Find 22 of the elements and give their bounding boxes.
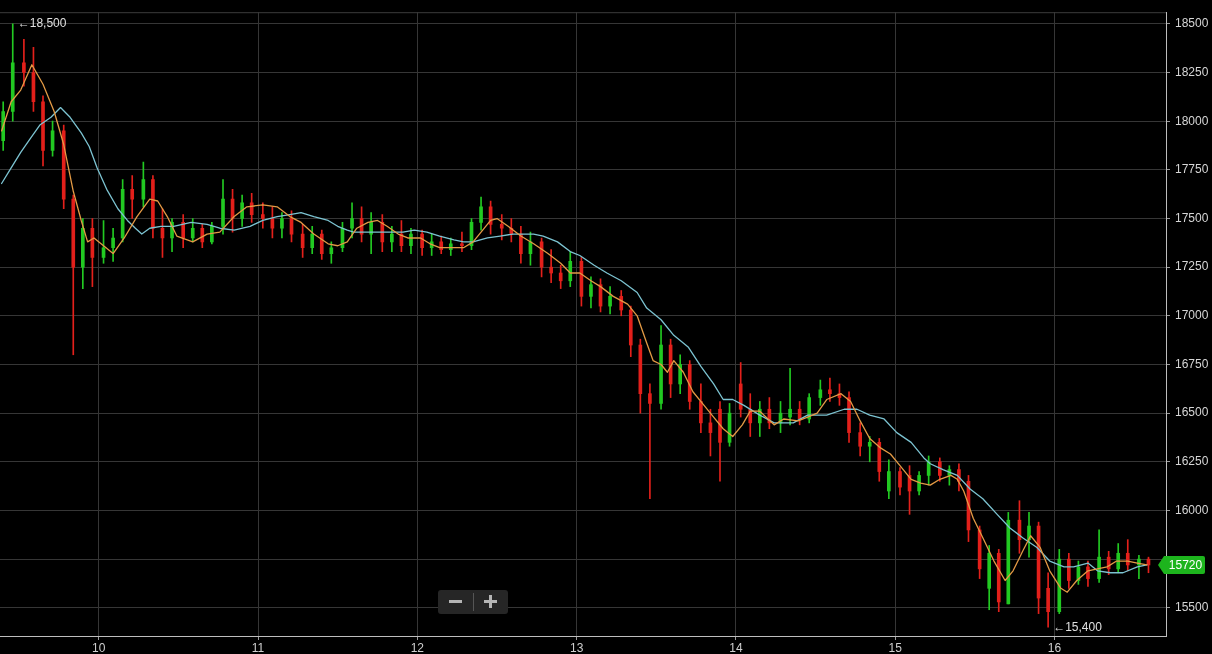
y-tick-label: 18000 xyxy=(1175,113,1209,128)
x-tick-label: 13 xyxy=(569,640,584,654)
y-tick-label: 18500 xyxy=(1175,16,1209,31)
annotation: ←18,500 xyxy=(17,16,67,31)
y-tick-label: 17750 xyxy=(1175,162,1209,177)
y-tick-label: 17500 xyxy=(1175,210,1209,225)
text: 15720 xyxy=(1168,558,1203,573)
x-tick-label: 10 xyxy=(92,640,106,654)
y-tick-label: 15500 xyxy=(1175,600,1209,615)
y-tick-label: 16500 xyxy=(1175,405,1209,420)
y-tick-label: 16250 xyxy=(1175,454,1209,469)
x-tick-label: 16 xyxy=(1047,640,1062,654)
x-tick-label: 14 xyxy=(729,640,743,654)
x-tick-label: 15 xyxy=(888,640,903,654)
annotation: ←15,400 xyxy=(1053,619,1103,634)
y-tick-label: 17000 xyxy=(1175,308,1209,323)
y-tick-label: 18250 xyxy=(1175,64,1209,79)
y-tick-label: 17250 xyxy=(1175,259,1209,274)
x-tick-label: 11 xyxy=(251,640,265,654)
y-tick-label: 16000 xyxy=(1175,502,1209,517)
y-tick-label: 16750 xyxy=(1175,356,1209,371)
x-tick-label: 12 xyxy=(410,640,425,654)
